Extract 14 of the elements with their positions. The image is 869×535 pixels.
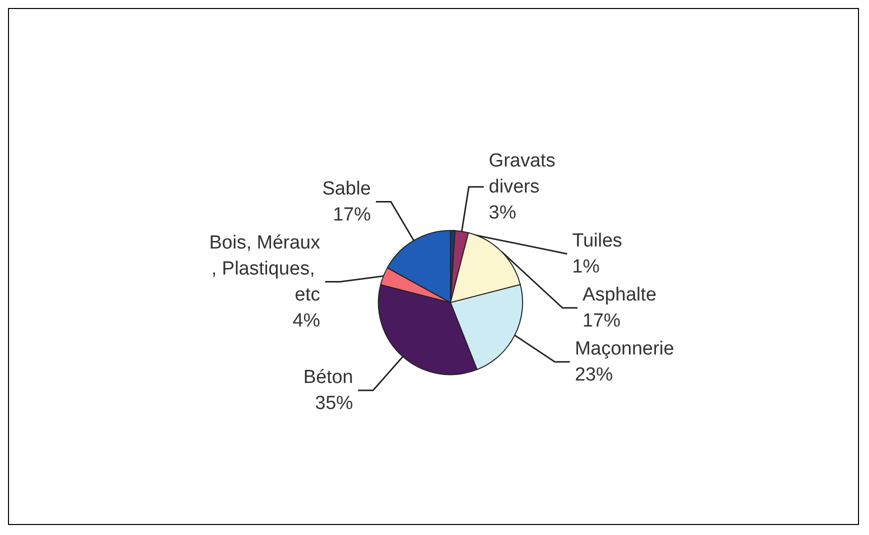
slice-label: Tuiles	[572, 230, 622, 252]
slice-label: Maçonnerie	[574, 338, 674, 360]
slice-label: Béton	[303, 366, 354, 388]
data-label: 35%	[315, 392, 354, 414]
data-label: 23%	[574, 364, 613, 386]
data-label: 17%	[582, 310, 621, 332]
data-label: 4%	[292, 310, 320, 332]
slice-label: Gravats divers	[488, 150, 561, 198]
data-label: 1%	[572, 256, 600, 278]
data-label: 3%	[488, 202, 516, 224]
slice-label: Asphalte	[582, 284, 656, 306]
slice-label: Bois, Méraux, Plastiques, etc	[209, 232, 321, 306]
slice-label: Sable	[322, 178, 371, 200]
data-label: 17%	[332, 204, 371, 226]
